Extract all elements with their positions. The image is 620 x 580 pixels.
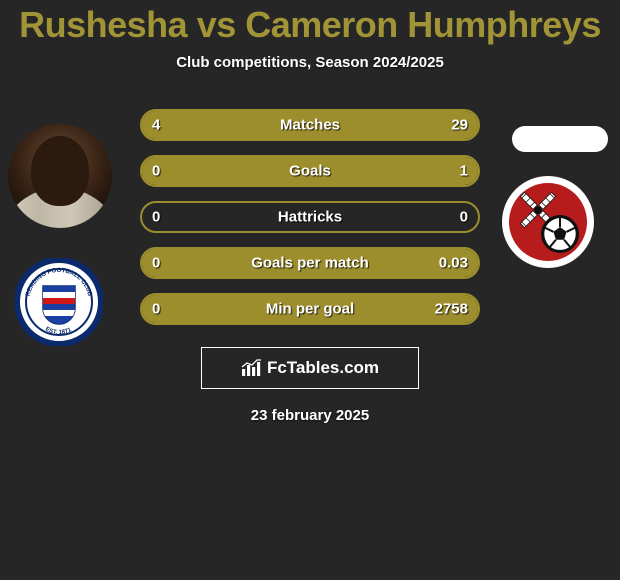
stat-label: Matches — [280, 117, 340, 134]
brand-badge: FcTables.com — [201, 347, 419, 389]
stat-bar-left — [142, 111, 183, 139]
player-left-avatar — [8, 124, 112, 228]
rotherham-crest-icon — [502, 176, 594, 268]
stat-label: Hattricks — [278, 209, 342, 226]
stat-label: Goals per match — [251, 255, 369, 272]
stat-value-right: 1 — [460, 163, 468, 180]
stat-value-left: 0 — [152, 209, 160, 226]
stat-value-left: 0 — [152, 255, 160, 272]
brand-label: FcTables.com — [267, 358, 379, 378]
player-right-placeholder — [512, 126, 608, 152]
stat-value-right: 0 — [460, 209, 468, 226]
reading-crest-icon: READING FOOTBALL CLUB EST. 1871 — [15, 258, 103, 346]
stat-value-left: 0 — [152, 163, 160, 180]
page-title: Rushesha vs Cameron Humphreys — [0, 4, 620, 46]
stat-value-right: 0.03 — [439, 255, 468, 272]
stat-label: Goals — [289, 163, 331, 180]
stat-label: Min per goal — [266, 301, 354, 318]
bar-chart-icon — [241, 359, 263, 377]
date-label: 23 february 2025 — [0, 407, 620, 424]
club-right-crest — [502, 176, 594, 268]
stat-value-right: 29 — [451, 117, 468, 134]
stat-value-right: 2758 — [435, 301, 468, 318]
subtitle: Club competitions, Season 2024/2025 — [0, 54, 620, 71]
stat-value-left: 4 — [152, 117, 160, 134]
stat-value-left: 0 — [152, 301, 160, 318]
club-left-crest: READING FOOTBALL CLUB EST. 1871 — [15, 258, 103, 346]
